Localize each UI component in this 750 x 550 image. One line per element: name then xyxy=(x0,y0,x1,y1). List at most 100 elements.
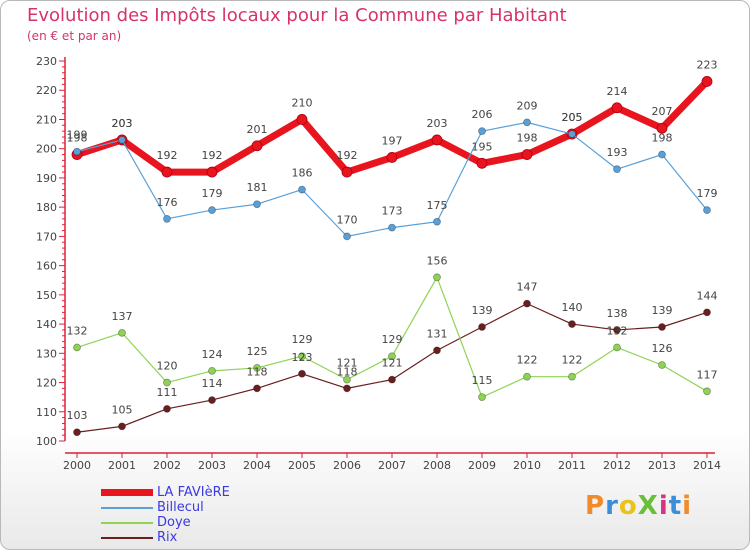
x-tick-label: 2003 xyxy=(198,459,226,472)
data-label: 137 xyxy=(112,310,133,323)
data-point xyxy=(568,372,576,381)
data-point xyxy=(568,130,576,138)
legend-label: LA FAVIèRE xyxy=(157,485,230,500)
x-tick-label: 2000 xyxy=(63,459,91,472)
data-label: 176 xyxy=(157,196,178,209)
data-label: 203 xyxy=(112,117,133,130)
data-label: 144 xyxy=(697,289,718,302)
data-label: 198 xyxy=(67,132,88,145)
data-label: 111 xyxy=(157,386,178,399)
data-label: 223 xyxy=(697,58,718,71)
data-point xyxy=(433,217,441,226)
data-point xyxy=(658,323,666,331)
data-label: 147 xyxy=(517,281,538,294)
data-point xyxy=(343,384,351,393)
y-tick-label: 200 xyxy=(36,143,57,156)
data-label: 210 xyxy=(292,96,313,109)
x-tick-label: 2009 xyxy=(468,459,496,472)
x-tick-label: 2011 xyxy=(558,459,586,472)
data-label: 179 xyxy=(202,187,223,200)
y-tick-label: 150 xyxy=(36,289,57,302)
data-point xyxy=(163,378,171,387)
y-tick-label: 230 xyxy=(36,55,57,68)
data-label: 122 xyxy=(517,354,538,367)
data-point xyxy=(611,102,623,114)
data-label: 139 xyxy=(472,304,493,317)
data-point xyxy=(253,384,261,393)
data-label: 192 xyxy=(202,149,223,162)
data-point xyxy=(703,206,711,214)
data-point xyxy=(298,352,306,361)
data-label: 206 xyxy=(472,108,493,121)
data-label: 156 xyxy=(427,254,448,267)
x-tick-label: 2001 xyxy=(108,459,136,472)
logo-letter: i xyxy=(658,491,669,521)
x-tick-label: 2007 xyxy=(378,459,406,472)
data-label: 129 xyxy=(382,333,403,346)
data-label: 118 xyxy=(337,365,358,378)
legend-swatch xyxy=(101,537,153,539)
y-tick-label: 110 xyxy=(36,406,57,419)
data-point xyxy=(476,157,488,169)
data-label: 173 xyxy=(382,205,403,218)
data-point xyxy=(343,232,351,241)
logo-letter: t xyxy=(668,491,683,521)
data-point xyxy=(118,136,126,144)
data-label: 186 xyxy=(292,167,313,180)
data-label: 126 xyxy=(652,342,673,355)
data-label: 132 xyxy=(67,324,88,337)
proxiti-logo: ProXiti xyxy=(585,491,692,521)
data-label: 205 xyxy=(562,111,583,124)
data-label: 197 xyxy=(382,134,403,147)
data-label: 207 xyxy=(652,105,673,118)
data-label: 193 xyxy=(607,146,628,159)
y-tick-label: 160 xyxy=(36,260,57,273)
x-tick-label: 2002 xyxy=(153,459,181,472)
data-label: 139 xyxy=(652,304,673,317)
data-point xyxy=(613,165,621,174)
x-tick-label: 2014 xyxy=(693,459,721,472)
data-label: 121 xyxy=(382,357,403,370)
data-point xyxy=(388,223,396,232)
legend-label: Doye xyxy=(157,515,191,530)
data-label: 114 xyxy=(202,377,223,390)
y-tick-label: 220 xyxy=(36,84,57,97)
data-label: 198 xyxy=(517,132,538,145)
data-point xyxy=(658,150,666,159)
x-tick-label: 2006 xyxy=(333,459,361,472)
chart-title: Evolution des Impôts locaux pour la Comm… xyxy=(27,5,567,26)
data-label: 181 xyxy=(247,181,268,194)
y-tick-label: 210 xyxy=(36,113,57,126)
data-label: 121 xyxy=(337,357,358,370)
data-point xyxy=(73,343,81,352)
y-tick-label: 140 xyxy=(36,318,57,331)
data-point xyxy=(163,404,171,413)
data-point xyxy=(568,320,576,328)
data-point xyxy=(296,114,308,125)
y-tick-label: 120 xyxy=(36,377,57,390)
data-label: 170 xyxy=(337,213,358,226)
data-point xyxy=(478,323,486,331)
data-label: 195 xyxy=(472,140,493,153)
data-point xyxy=(253,364,261,372)
x-tick-label: 2010 xyxy=(513,459,541,472)
data-label: 203 xyxy=(427,117,448,130)
legend-swatch xyxy=(101,507,153,509)
logo-letter: i xyxy=(682,491,693,521)
data-point xyxy=(388,375,396,384)
data-point xyxy=(433,273,441,282)
data-label: 175 xyxy=(427,199,448,212)
data-point xyxy=(208,206,216,214)
logo-letter: o xyxy=(618,491,638,521)
x-tick-label: 2008 xyxy=(423,459,451,472)
data-label: 124 xyxy=(202,348,223,361)
data-point xyxy=(701,76,713,87)
data-label: 203 xyxy=(112,117,133,130)
data-point xyxy=(298,185,306,194)
y-tick-label: 190 xyxy=(36,172,57,185)
data-point xyxy=(431,134,443,146)
y-tick-label: 170 xyxy=(36,230,57,243)
data-point xyxy=(523,118,531,127)
data-label: 105 xyxy=(112,403,133,416)
